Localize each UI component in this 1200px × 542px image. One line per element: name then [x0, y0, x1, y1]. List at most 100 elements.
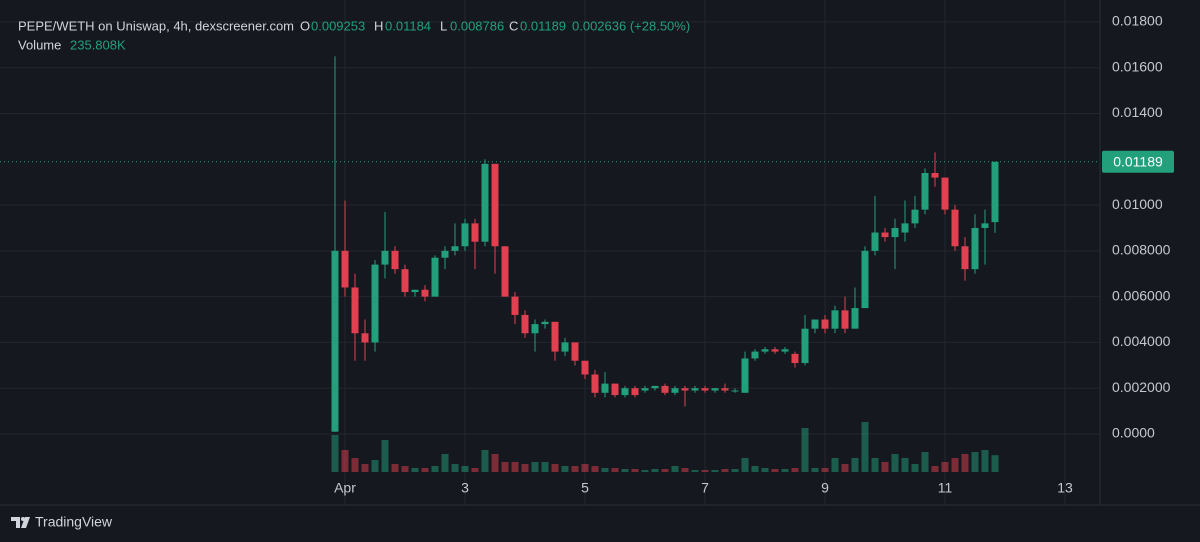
volume-bar: [811, 468, 819, 472]
candle-body: [621, 388, 629, 396]
volume-bar: [851, 458, 859, 472]
x-tick-label: 7: [701, 480, 709, 496]
volume-bar: [351, 458, 359, 472]
candle-body: [351, 287, 359, 334]
candle-body: [791, 353, 799, 364]
candle-body: [551, 321, 559, 352]
candle-body: [811, 319, 819, 329]
volume-bar: [651, 469, 659, 472]
y-tick-label: 0.002000: [1112, 379, 1171, 395]
volume-bar: [341, 450, 349, 472]
y-tick-label: 0.01400: [1112, 104, 1163, 120]
volume-bar: [531, 462, 539, 472]
high-value: 0.01184: [385, 18, 431, 33]
symbol: PEPE/WETH on Uniswap, 4h, dexscreener.co…: [18, 18, 294, 33]
last-price-label: 0.01189: [1113, 153, 1163, 169]
volume-bar: [971, 452, 979, 472]
volume-bar: [471, 468, 479, 472]
candle-body: [991, 161, 999, 223]
candle-body: [901, 223, 909, 233]
volume-bar: [511, 462, 519, 472]
y-tick-label: 0.006000: [1112, 287, 1171, 303]
y-tick-label: 0.01000: [1112, 196, 1163, 212]
candle-body: [581, 360, 589, 375]
volume-bar: [721, 469, 729, 472]
volume-bar: [461, 466, 469, 472]
volume-value: 235.808K: [70, 37, 126, 52]
volume-bar: [451, 464, 459, 472]
volume-bar: [631, 469, 639, 472]
candle-body: [571, 342, 579, 361]
candles: [331, 56, 999, 432]
candle-body: [361, 333, 369, 343]
volume-bar: [331, 435, 339, 472]
close-label: C: [509, 18, 518, 33]
volume-bar: [411, 468, 419, 472]
candle-body: [441, 250, 449, 258]
volume-bar: [601, 468, 609, 472]
volume-bar: [731, 469, 739, 472]
candle-body: [451, 246, 459, 251]
volume-bar: [391, 464, 399, 472]
y-tick-label: 0.01800: [1112, 13, 1163, 29]
volume-bar: [481, 450, 489, 472]
volume-bar: [781, 469, 789, 472]
volume-bar: [961, 454, 969, 472]
volume-bar: [761, 468, 769, 472]
brand-name: TradingView: [35, 514, 113, 530]
candle-body: [891, 227, 899, 238]
candle-body: [521, 314, 529, 334]
candle-body: [541, 321, 549, 325]
candle-body: [491, 163, 499, 247]
y-tick-label: 0.008000: [1112, 242, 1171, 258]
candle-body: [751, 351, 759, 359]
volume-bar: [581, 464, 589, 472]
volume-bar: [931, 466, 939, 472]
candle-body: [761, 349, 769, 352]
volume-bar: [621, 469, 629, 472]
change-value: 0.002636 (+28.50%): [572, 18, 690, 33]
brand-logo-dot: [21, 517, 25, 521]
volume-bar: [421, 468, 429, 472]
volume-bar: [371, 460, 379, 472]
volume-bar: [901, 458, 909, 472]
candle-body: [771, 349, 779, 352]
volume-bar: [671, 466, 679, 472]
axes: 0.0000 0.002000 0.004000 0.006000 0.008000 0.…: [334, 13, 1171, 496]
volume-bar: [911, 464, 919, 472]
volume-bar: [541, 462, 549, 472]
candle-body: [481, 163, 489, 242]
candle-body: [341, 250, 349, 288]
candle-body: [631, 388, 639, 396]
candle-body: [941, 177, 949, 210]
volume-bar: [551, 464, 559, 472]
candle-body: [821, 319, 829, 329]
candle-body: [931, 173, 939, 178]
candle-body: [961, 246, 969, 270]
candle-body: [911, 209, 919, 224]
volume-bar: [381, 440, 389, 472]
volume-bar: [561, 466, 569, 472]
volume-bar: [661, 469, 669, 472]
last-price-box: [1102, 150, 1174, 173]
candle-body: [531, 324, 539, 334]
low-value: 0.008786: [450, 18, 504, 33]
candle-body: [411, 289, 419, 293]
open-value: 0.009253: [311, 18, 365, 33]
volume-bar: [361, 464, 369, 472]
volume-bar: [791, 468, 799, 472]
volume-bar: [801, 428, 809, 472]
candle-body: [391, 250, 399, 270]
candle-body: [871, 232, 879, 251]
volume-bar: [841, 464, 849, 472]
x-tick-label: Apr: [334, 480, 356, 496]
candle-body: [841, 310, 849, 329]
candle-body: [741, 358, 749, 393]
volume-bar: [641, 470, 649, 472]
volume-bar: [981, 450, 989, 472]
y-tick-label: 0.0000: [1112, 425, 1155, 441]
candle-body: [421, 289, 429, 297]
volume-bar: [401, 466, 409, 472]
